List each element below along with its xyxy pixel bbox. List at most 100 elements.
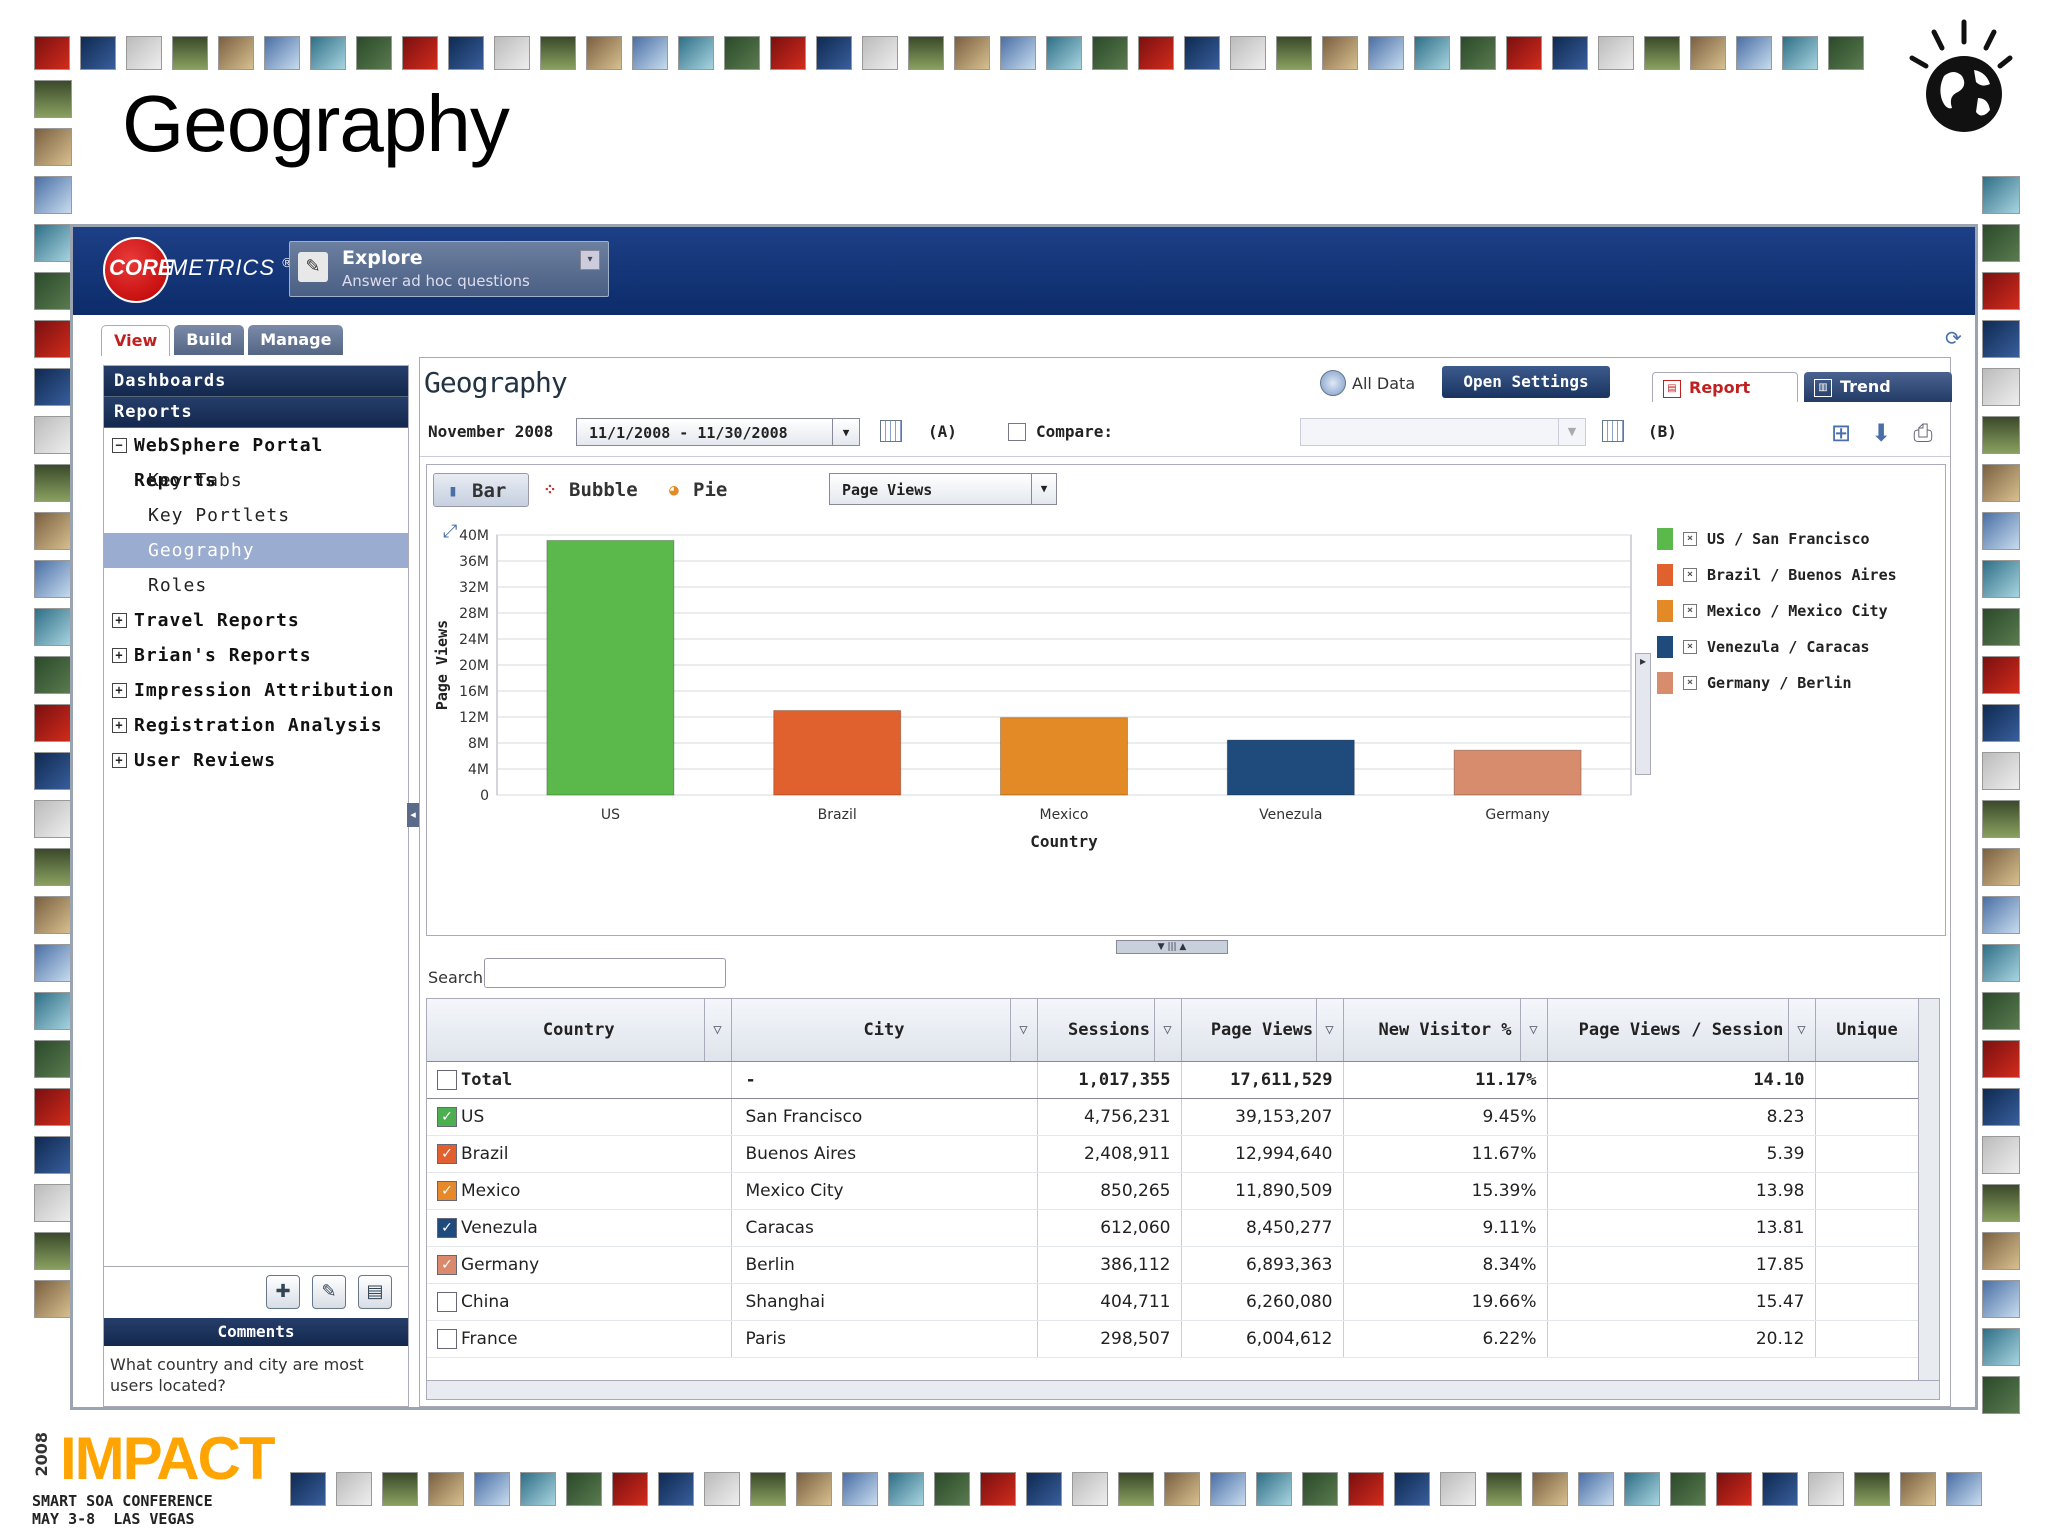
sidebar-folder[interactable]: + Registration Analysis [104,708,408,743]
compare-date-select[interactable]: ▼ [1300,418,1586,446]
resize-handle[interactable]: ▼ ||| ▲ [1116,940,1228,954]
tab-build[interactable]: Build [174,325,245,355]
open-settings-button[interactable]: Open Settings [1442,366,1610,398]
search-input[interactable] [484,958,726,988]
expand-chart-icon[interactable]: ⤢ [443,521,458,542]
sidebar-item[interactable]: Roles [148,575,208,596]
expand-icon[interactable]: + [112,753,127,768]
photo-thumbnail [520,1472,556,1506]
sidebar-folder[interactable]: − WebSphere Portal Reports [104,428,408,491]
download-icon[interactable]: ⬇ [1870,419,1892,447]
sidebar-item[interactable]: Key Tabs [148,470,243,491]
row-checkbox[interactable]: ✓ [437,1255,457,1275]
module-selector[interactable]: ✎ Explore Answer ad hoc questions ▾ [289,241,609,297]
column-header-sessions[interactable]: Sessions ▽ [1037,999,1182,1062]
expand-icon[interactable]: + [112,718,127,733]
table-row[interactable]: China Shanghai 404,711 6,260,080 19.66% 15.47 [427,1283,1920,1321]
calendar-icon[interactable] [1602,420,1624,442]
collapse-sidebar-icon[interactable]: ◂ [407,803,419,827]
remove-series-icon[interactable]: × [1683,568,1697,582]
row-checkbox[interactable]: ✓ [437,1144,457,1164]
column-header-page-views[interactable]: Page Views ▽ [1181,999,1344,1062]
row-checkbox[interactable] [437,1329,457,1349]
horizontal-scrollbar[interactable] [427,1380,1939,1399]
sidebar-folder[interactable]: + Impression Attribution [104,673,408,708]
layout-icon[interactable]: ⊞ [1830,419,1852,447]
table-row[interactable]: ✓ Mexico Mexico City 850,265 11,890,509 15.39… [427,1172,1920,1210]
row-checkbox[interactable]: ✓ [437,1181,457,1201]
table-row[interactable]: ✓ Germany Berlin 386,112 6,893,363 8.34% 17.85 [427,1246,1920,1284]
remove-series-icon[interactable]: × [1683,532,1697,546]
sidebar-folder[interactable]: + Travel Reports [104,603,408,638]
expand-icon[interactable]: + [112,648,127,663]
bubble-chart-button[interactable]: ⁘ Bubble [531,473,641,507]
refresh-icon[interactable]: ⟳ [1945,326,1962,350]
filter-icon[interactable]: ▽ [1009,999,1037,1061]
column-header-page-views-per-session[interactable]: Page Views / Session ▽ [1547,999,1816,1062]
reports-header[interactable]: Reports [104,397,408,428]
date-range-select[interactable]: 11/1/2008 - 11/30/2008 ▼ [576,418,860,446]
column-header-city[interactable]: City ▽ [731,999,1038,1062]
filter-icon[interactable]: ▽ [1153,999,1181,1061]
column-header-country[interactable]: Country ▽ [427,999,732,1062]
table-row[interactable]: ✓ Brazil Buenos Aires 2,408,911 12,994,640 11… [427,1135,1920,1173]
tab-trend[interactable]: ▥ Trend [1804,372,1952,402]
table-row[interactable]: Total -1,017,355 17,611,529 11.17% 14.10 [427,1061,1920,1099]
legend-item[interactable]: × US / San Francisco [1657,521,1937,557]
tab-manage[interactable]: Manage [248,325,344,355]
legend-toggle[interactable]: ▸ [1635,653,1651,775]
table-cell: 19.66% [1343,1283,1548,1321]
row-checkbox[interactable] [437,1292,457,1312]
print-icon[interactable]: ⎙ [1913,419,1933,447]
table-row[interactable]: ✓ Venezula Caracas 612,060 8,450,277 9.11% 13.… [427,1209,1920,1247]
remove-series-icon[interactable]: × [1683,676,1697,690]
collapse-icon[interactable]: − [112,438,127,453]
metric-select[interactable]: Page Views ▼ [829,473,1057,505]
y-tick-label: 28M [459,606,489,622]
row-checkbox[interactable] [437,1070,457,1090]
table-row[interactable]: France Paris 298,507 6,004,612 6.22% 20.12 [427,1320,1920,1358]
legend-item[interactable]: × Germany / Berlin [1657,665,1937,701]
expand-icon[interactable]: + [112,613,127,628]
delete-icon[interactable]: ▤ [358,1275,392,1309]
tab-report[interactable]: ▤ Report [1652,372,1798,402]
row-checkbox[interactable]: ✓ [437,1218,457,1238]
table-cell: 20.12 [1547,1320,1816,1358]
sidebar-item[interactable]: Key Portlets [148,505,291,526]
photo-thumbnail [336,1472,372,1506]
column-header-unique[interactable]: Unique [1815,999,1920,1062]
expand-icon[interactable]: + [112,683,127,698]
pie-chart-icon: ◕ [669,480,679,499]
legend-item[interactable]: × Brazil / Buenos Aires [1657,557,1937,593]
chevron-down-icon: ▼ [1558,419,1585,445]
tab-view[interactable]: View [101,325,171,356]
edit-icon[interactable]: ✎ [312,1275,346,1309]
legend-swatch [1657,672,1673,694]
all-data-filter[interactable]: All Data [1320,370,1415,396]
table-row[interactable]: ✓ US San Francisco 4,756,231 39,153,207 9.45%… [427,1098,1920,1136]
filter-icon[interactable]: ▽ [1519,999,1547,1061]
vertical-scrollbar[interactable] [1918,999,1939,1381]
range-a-marker: (A) [928,422,957,441]
legend-item[interactable]: × Mexico / Mexico City [1657,593,1937,629]
add-icon[interactable]: ✚ [266,1275,300,1309]
sidebar-item[interactable]: Geography [104,533,408,568]
sidebar-folder[interactable]: + User Reviews [104,743,408,778]
row-checkbox[interactable]: ✓ [437,1107,457,1127]
filter-icon[interactable]: ▽ [1787,999,1815,1061]
legend-item[interactable]: × Venezula / Caracas [1657,629,1937,665]
bubble-chart-icon: ⁘ [543,480,557,499]
dashboards-header[interactable]: Dashboards [104,366,408,397]
column-header-new-visitor[interactable]: New Visitor % ▽ [1343,999,1548,1062]
compare-checkbox[interactable] [1008,423,1026,441]
filter-icon[interactable]: ▽ [1315,999,1343,1061]
sidebar-folder[interactable]: + Brian's Reports [104,638,408,673]
remove-series-icon[interactable]: × [1683,640,1697,654]
conference-logo: 2008 IMPACT SMART SOA CONFERENCE MAY 3-8… [32,1426,282,1529]
remove-series-icon[interactable]: × [1683,604,1697,618]
chevron-down-icon[interactable]: ▾ [580,250,600,270]
bar-chart-button[interactable]: ▮ Bar [433,473,529,507]
filter-icon[interactable]: ▽ [703,999,731,1061]
pie-chart-button[interactable]: ◕ Pie [655,473,745,507]
calendar-icon[interactable] [880,420,902,442]
